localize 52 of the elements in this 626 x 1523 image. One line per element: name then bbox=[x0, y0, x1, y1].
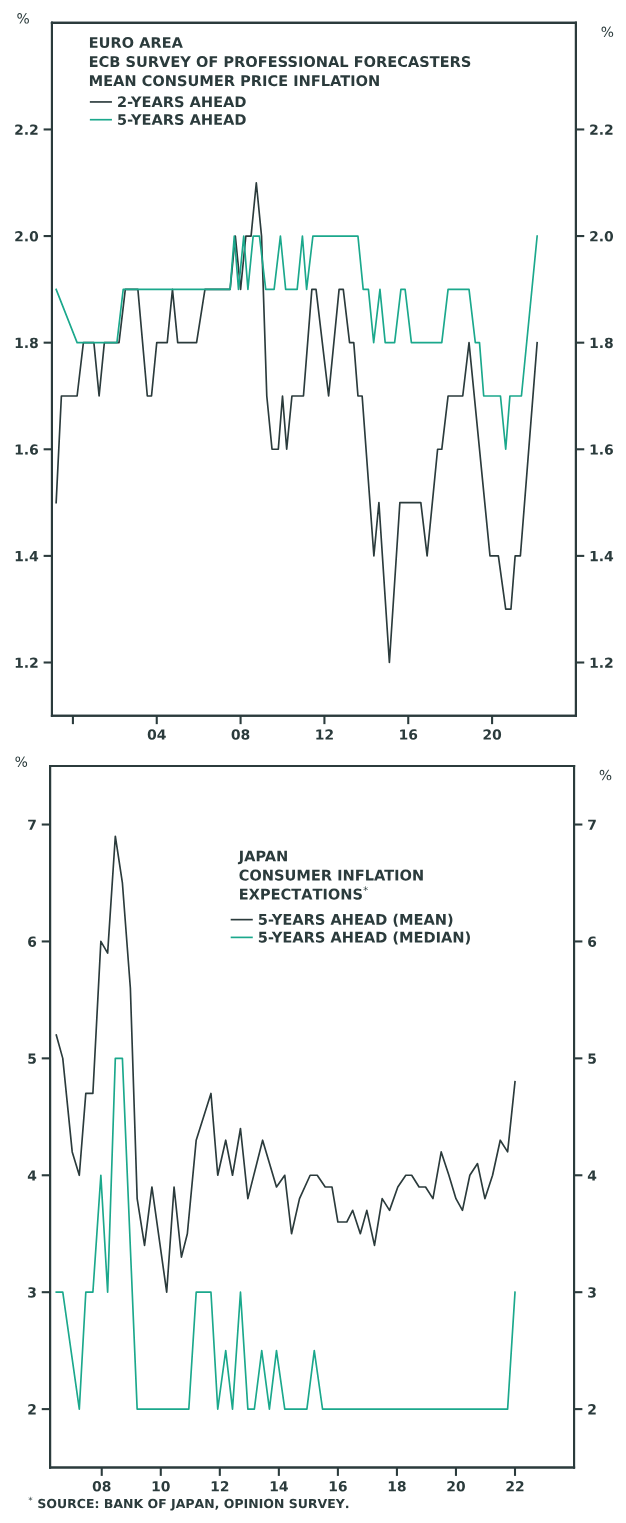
y-tick-label: 3 bbox=[28, 1287, 36, 1298]
y2-tick-label: 1.4 bbox=[590, 551, 614, 562]
y-axis-title: % bbox=[17, 13, 29, 24]
y2-tick-label: 2.2 bbox=[590, 124, 613, 135]
line-series bbox=[55, 235, 538, 451]
line-series bbox=[55, 835, 516, 1294]
text: JAPAN CONSUMER INFLATION EXPECTATIONS$^{*}$ bbox=[237, 850, 423, 900]
y-axis-title: % bbox=[15, 756, 28, 767]
y2-tick-label: 1.2 bbox=[590, 657, 613, 668]
x-tick-label: 12 bbox=[316, 729, 333, 740]
y-tick-label: 1.4 bbox=[15, 551, 39, 562]
y2-axis-title: % bbox=[601, 26, 614, 38]
x-tick-label: 16 bbox=[329, 1481, 347, 1492]
y2-tick-label: 3 bbox=[588, 1287, 596, 1298]
y2-tick-label: 2.0 bbox=[590, 231, 614, 242]
x-tick-label: 20 bbox=[447, 1481, 465, 1492]
y2-tick-label: 1.6 bbox=[590, 444, 613, 455]
x-tick-label: 10 bbox=[152, 1481, 170, 1492]
x-tick-label: 14 bbox=[270, 1481, 288, 1492]
legend-label: 5-YEARS AHEAD (MEDIAN) bbox=[258, 931, 470, 945]
text: EURO AREA ECB SURVEY OF PROFESSIONAL FORECASTERS MEAN CONSUMER PRICE INFLATION bbox=[89, 36, 471, 87]
y2-tick-label: 5 bbox=[588, 1053, 596, 1064]
x-tick-label: 12 bbox=[211, 1481, 229, 1492]
y-tick-label: 1.6 bbox=[15, 444, 39, 455]
x-tick-label: 18 bbox=[388, 1481, 406, 1492]
x-tick-label: 20 bbox=[483, 729, 502, 740]
y-tick-label: 1.8 bbox=[15, 337, 38, 349]
y2-tick-label: 4 bbox=[587, 1170, 597, 1181]
y2-tick-label: 7 bbox=[588, 819, 596, 830]
y-tick-label: 2.2 bbox=[15, 124, 38, 135]
y-tick-label: 1.2 bbox=[15, 657, 38, 668]
y2-axis-title: % bbox=[599, 769, 612, 781]
y2-tick-label: 1.8 bbox=[590, 337, 613, 349]
y2-tick-label: 2 bbox=[588, 1404, 596, 1415]
x-tick-label: 08 bbox=[231, 729, 250, 740]
text: $^{*}$ SOURCE: BANK OF JAPAN, OPINION SURVEY. bbox=[28, 1496, 349, 1511]
y-tick-label: 6 bbox=[28, 936, 37, 947]
line-series bbox=[55, 1057, 516, 1410]
x-tick-label: 08 bbox=[92, 1481, 111, 1492]
x-tick-label: 22 bbox=[506, 1481, 524, 1492]
y2-tick-label: 6 bbox=[588, 936, 597, 947]
line-series bbox=[55, 181, 538, 664]
x-tick-label: 16 bbox=[400, 729, 418, 740]
y-tick-label: 2.0 bbox=[15, 231, 39, 242]
y-tick-label: 4 bbox=[27, 1170, 37, 1181]
legend-label: 2-YEARS AHEAD bbox=[118, 96, 246, 108]
y-tick-label: 2 bbox=[28, 1404, 36, 1415]
y-tick-label: 5 bbox=[28, 1053, 36, 1064]
legend-label: 5-YEARS AHEAD bbox=[118, 113, 246, 126]
x-tick-label: 04 bbox=[147, 729, 166, 740]
y-tick-label: 7 bbox=[28, 819, 36, 830]
legend-label: 5-YEARS AHEAD (MEAN) bbox=[258, 913, 453, 927]
